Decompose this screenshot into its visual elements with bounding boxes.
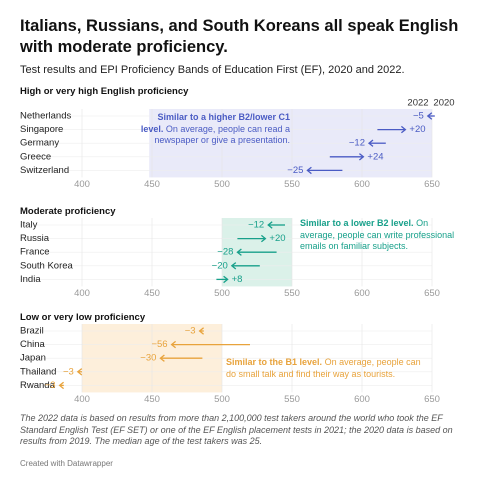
x-tick-label: 600 xyxy=(354,394,370,405)
row-label: Switzerland xyxy=(20,165,69,176)
row-label: Netherlands xyxy=(20,111,71,122)
change-label: −28 xyxy=(217,247,233,258)
x-tick-label: 400 xyxy=(74,179,90,190)
arrow-head xyxy=(236,248,242,256)
arrow-head xyxy=(170,340,177,349)
change-label: −56 xyxy=(151,339,167,350)
x-tick-label: 650 xyxy=(424,288,440,299)
arrow-head xyxy=(358,153,365,161)
row-label: South Korea xyxy=(20,260,74,271)
arrow-head xyxy=(159,354,165,362)
row-label: Singapore xyxy=(20,124,63,135)
x-tick-label: 550 xyxy=(284,394,300,405)
change-label: −5 xyxy=(413,111,424,122)
change-label: +24 xyxy=(367,151,383,162)
panel-heading: Low or very low proficiency xyxy=(20,312,146,323)
row-label: Thailand xyxy=(20,366,56,377)
arrow-head xyxy=(198,327,205,335)
arrow-head xyxy=(400,125,407,134)
annotation-text: On average, people can write professiona… xyxy=(300,218,455,251)
annotation-title: Similar to a lower B2 level. xyxy=(300,218,414,228)
x-tick-label: 450 xyxy=(144,394,160,405)
subtitle: Test results and EPI Proficiency Bands o… xyxy=(20,64,405,76)
legend-label: 2022 xyxy=(407,98,428,109)
change-label: +20 xyxy=(269,233,285,244)
x-tick-label: 550 xyxy=(284,288,300,299)
change-label: −12 xyxy=(349,138,365,149)
x-tick-label: 450 xyxy=(144,179,160,190)
row-label: Germany xyxy=(20,138,59,149)
x-tick-label: 400 xyxy=(74,394,90,405)
credit: Created with Datawrapper xyxy=(20,459,113,468)
change-label: −30 xyxy=(140,353,156,364)
change-label: −25 xyxy=(287,165,303,176)
arrow-head xyxy=(230,262,237,270)
annotation-text: On average, people can read a newspaper … xyxy=(154,123,290,146)
change-label: −3 xyxy=(63,366,74,377)
title: Italians, Russians, and South Koreans al… xyxy=(20,17,459,56)
annotation-title: Similar to the B1 level. xyxy=(226,357,323,367)
panel-heading: High or very high English proficiency xyxy=(20,86,189,97)
arrow-head xyxy=(223,275,229,284)
x-tick-label: 500 xyxy=(214,179,230,190)
arrow-head xyxy=(260,234,267,243)
x-tick-label: 450 xyxy=(144,288,160,299)
arrow-head xyxy=(367,139,374,147)
panel-heading: Moderate proficiency xyxy=(20,206,116,217)
x-tick-label: 600 xyxy=(354,288,370,299)
annotation-text: On average, people can do small talk and… xyxy=(226,357,421,379)
change-label: −20 xyxy=(212,260,228,271)
row-label: Japan xyxy=(20,353,46,364)
arrow-head xyxy=(58,381,65,390)
arrow-head xyxy=(76,368,83,376)
change-label: +20 xyxy=(409,124,425,135)
row-label: France xyxy=(20,247,50,258)
x-tick-label: 500 xyxy=(214,394,230,405)
row-label: Russia xyxy=(20,233,50,244)
row-label: China xyxy=(20,339,46,350)
annotation: Similar to a lower B2 level. On average,… xyxy=(300,218,460,253)
notes: The 2022 data is based on results from m… xyxy=(20,413,453,446)
annotation-title: Similar to a higher B2/lower C1 level. xyxy=(140,112,290,134)
x-tick-label: 650 xyxy=(424,179,440,190)
row-label: Greece xyxy=(20,151,51,162)
x-tick-label: 400 xyxy=(74,288,90,299)
x-tick-label: 500 xyxy=(214,288,230,299)
change-label: −3 xyxy=(185,326,196,337)
row-label: India xyxy=(20,274,41,285)
x-tick-label: 600 xyxy=(354,179,370,190)
legend-label: 2020 xyxy=(433,98,454,109)
row-label: Brazil xyxy=(20,326,44,337)
x-tick-label: 550 xyxy=(284,179,300,190)
arrow-head xyxy=(267,221,273,229)
arrow-head xyxy=(426,112,433,120)
change-label: +8 xyxy=(232,274,243,285)
arrow-head xyxy=(306,166,312,175)
row-label: Italy xyxy=(20,220,38,231)
row-label: Rwanda xyxy=(20,380,56,391)
change-label: −3 xyxy=(45,380,56,391)
annotation: Similar to the B1 level. On average, peo… xyxy=(226,357,426,380)
annotation: Similar to a higher B2/lower C1 level. O… xyxy=(138,112,290,147)
x-tick-label: 650 xyxy=(424,394,440,405)
change-label: −12 xyxy=(248,220,264,231)
